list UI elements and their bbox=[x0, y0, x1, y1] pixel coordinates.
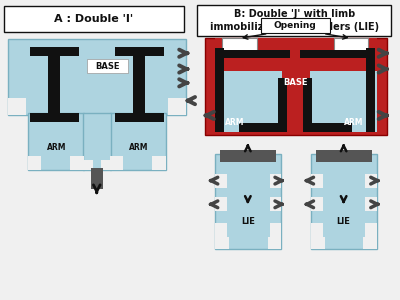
Bar bbox=[114, 113, 164, 122]
Bar bbox=[114, 47, 164, 56]
Bar bbox=[83, 160, 93, 170]
Bar bbox=[28, 113, 84, 170]
Bar bbox=[8, 98, 26, 116]
Bar bbox=[365, 223, 377, 239]
Bar bbox=[270, 223, 282, 239]
Bar bbox=[215, 53, 282, 132]
Text: BASE: BASE bbox=[283, 78, 308, 87]
Bar bbox=[261, 18, 330, 34]
Bar bbox=[83, 113, 110, 170]
Text: ARM: ARM bbox=[46, 142, 66, 152]
Text: ARM: ARM bbox=[344, 118, 363, 127]
Bar bbox=[220, 150, 276, 162]
Bar bbox=[311, 223, 323, 239]
Bar bbox=[70, 156, 84, 170]
Bar bbox=[268, 237, 282, 249]
Bar bbox=[215, 48, 224, 132]
Bar bbox=[30, 113, 79, 122]
Text: LIE: LIE bbox=[337, 217, 350, 226]
Bar bbox=[101, 160, 110, 170]
Bar bbox=[215, 237, 229, 249]
Bar bbox=[8, 39, 186, 116]
Bar bbox=[87, 59, 128, 73]
Bar bbox=[91, 168, 103, 190]
Bar bbox=[366, 48, 375, 132]
Bar bbox=[215, 50, 290, 58]
Bar bbox=[28, 156, 42, 170]
Bar bbox=[48, 56, 60, 116]
Bar bbox=[278, 78, 287, 132]
Text: LIE: LIE bbox=[241, 217, 255, 226]
Text: A : Double 'I': A : Double 'I' bbox=[54, 14, 133, 24]
Bar bbox=[215, 38, 377, 71]
Text: Opening: Opening bbox=[274, 21, 317, 30]
Bar bbox=[300, 50, 375, 58]
Bar bbox=[110, 113, 166, 170]
Bar bbox=[312, 123, 352, 132]
Text: ARM: ARM bbox=[225, 118, 245, 127]
Bar bbox=[365, 197, 377, 211]
Bar bbox=[152, 156, 166, 170]
Text: B: Double 'J' with limb
immobilization extenders (LIE): B: Double 'J' with limb immobilization e… bbox=[210, 9, 379, 32]
Bar bbox=[311, 174, 323, 188]
Bar bbox=[222, 38, 257, 56]
Bar bbox=[311, 154, 377, 249]
Bar bbox=[215, 223, 227, 239]
Text: ARM: ARM bbox=[128, 142, 148, 152]
Bar bbox=[310, 53, 377, 132]
Bar bbox=[215, 197, 227, 211]
Bar bbox=[363, 237, 377, 249]
Bar bbox=[133, 56, 145, 116]
Bar bbox=[4, 6, 184, 31]
Bar bbox=[205, 38, 387, 135]
Bar bbox=[311, 237, 325, 249]
Bar bbox=[334, 38, 368, 56]
Bar bbox=[215, 174, 227, 188]
Bar bbox=[365, 174, 377, 188]
Bar bbox=[311, 197, 323, 211]
Bar bbox=[282, 53, 310, 132]
Bar bbox=[110, 156, 124, 170]
Bar bbox=[239, 123, 278, 132]
Bar bbox=[30, 47, 79, 56]
Bar bbox=[270, 197, 282, 211]
Bar bbox=[168, 98, 186, 116]
Text: BASE: BASE bbox=[95, 61, 120, 70]
Bar bbox=[270, 174, 282, 188]
Bar bbox=[198, 5, 391, 36]
Bar bbox=[303, 78, 312, 132]
Bar bbox=[215, 154, 282, 249]
Bar bbox=[316, 150, 372, 162]
